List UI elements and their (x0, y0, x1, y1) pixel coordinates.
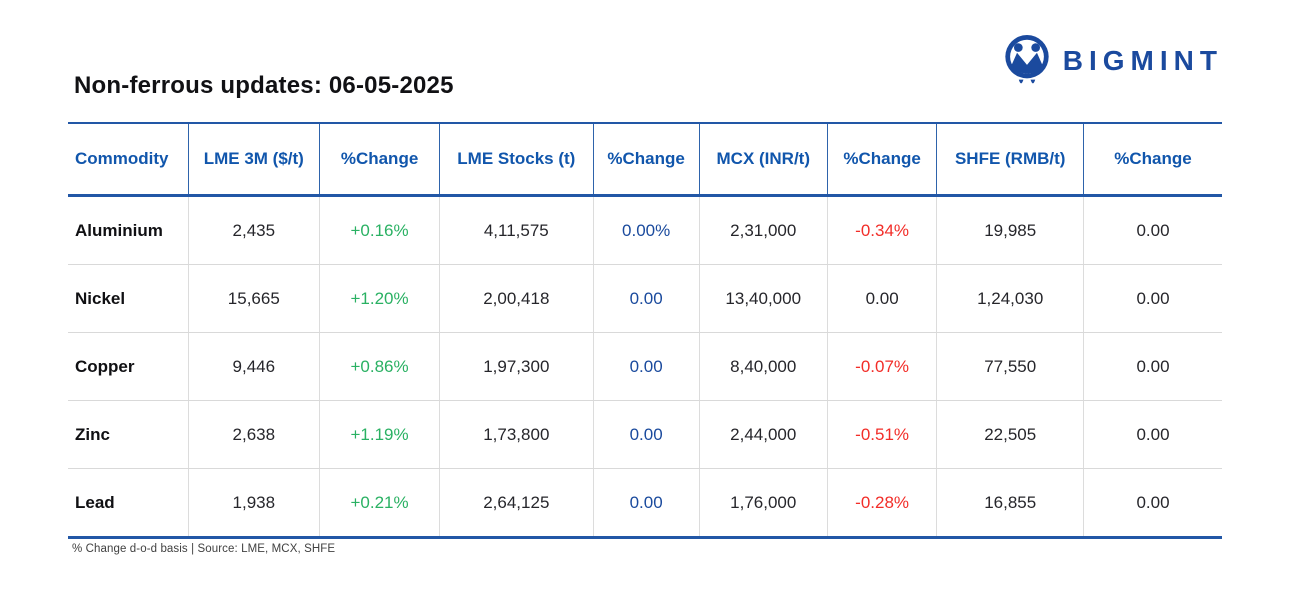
cell-commodity: Zinc (68, 400, 189, 469)
cell-lme-stocks-change: 0.00 (593, 264, 700, 333)
cell-commodity: Copper (68, 332, 189, 401)
column-header-lme-stocks: LME Stocks (t) (439, 122, 594, 197)
cell-lme-3m-change: +1.20% (319, 264, 441, 333)
cell-mcx: 2,31,000 (699, 195, 828, 265)
cell-shfe: 1,24,030 (936, 264, 1084, 333)
table-row-nickel: Nickel 15,665 +1.20% 2,00,418 0.00 13,40… (68, 264, 1222, 333)
table-row-lead: Lead 1,938 +0.21% 2,64,125 0.00 1,76,000… (68, 468, 1222, 539)
cell-shfe-change: 0.00 (1083, 468, 1222, 539)
cell-mcx: 13,40,000 (699, 264, 828, 333)
cell-lme-stocks: 4,11,575 (439, 195, 594, 265)
cell-lme-3m-change: +0.16% (319, 195, 441, 265)
cell-shfe-change: 0.00 (1083, 264, 1222, 333)
column-header-commodity: Commodity (68, 122, 189, 197)
column-header-mcx: MCX (INR/t) (699, 122, 828, 197)
cell-lme-3m-change: +0.21% (319, 468, 441, 539)
cell-lme-stocks-change: 0.00 (593, 468, 700, 539)
cell-mcx-change: -0.34% (827, 195, 938, 265)
cell-lme-3m: 2,435 (188, 195, 321, 265)
table-row-aluminium: Aluminium 2,435 +0.16% 4,11,575 0.00% 2,… (68, 195, 1222, 265)
column-header-lme-stocks-change: %Change (593, 122, 700, 197)
cell-mcx: 2,44,000 (699, 400, 828, 469)
cell-lme-3m-change: +1.19% (319, 400, 441, 469)
cell-mcx-change: -0.51% (827, 400, 938, 469)
cell-mcx-change: -0.07% (827, 332, 938, 401)
table-row-zinc: Zinc 2,638 +1.19% 1,73,800 0.00 2,44,000… (68, 400, 1222, 469)
cell-lme-stocks-change: 0.00 (593, 400, 700, 469)
cell-shfe-change: 0.00 (1083, 195, 1222, 265)
cell-mcx: 1,76,000 (699, 468, 828, 539)
cell-mcx-change: -0.28% (827, 468, 938, 539)
table-row-copper: Copper 9,446 +0.86% 1,97,300 0.00 8,40,0… (68, 332, 1222, 401)
column-header-mcx-change: %Change (827, 122, 938, 197)
cell-commodity: Lead (68, 468, 189, 539)
column-header-shfe: SHFE (RMB/t) (936, 122, 1084, 197)
cell-lme-stocks: 1,97,300 (439, 332, 594, 401)
cell-lme-3m: 2,638 (188, 400, 321, 469)
cell-shfe: 16,855 (936, 468, 1084, 539)
cell-lme-stocks-change: 0.00% (593, 195, 700, 265)
brand-name: BIGMINT (1062, 45, 1223, 76)
cell-mcx: 8,40,000 (699, 332, 828, 401)
cell-lme-3m: 9,446 (188, 332, 321, 401)
column-header-lme-3m: LME 3M ($/t) (188, 122, 321, 197)
page-title: Non-ferrous updates: 06-05-2025 (74, 72, 454, 99)
cell-commodity: Aluminium (68, 195, 189, 265)
cell-lme-3m: 1,938 (188, 468, 321, 539)
cell-lme-3m: 15,665 (188, 264, 321, 333)
cell-shfe-change: 0.00 (1083, 400, 1222, 469)
cell-shfe: 19,985 (936, 195, 1084, 265)
column-header-lme-3m-change: %Change (319, 122, 441, 197)
commodity-table-container: Commodity LME 3M ($/t) %Change LME Stock… (68, 122, 1222, 539)
cell-shfe: 22,505 (936, 400, 1084, 469)
cell-shfe: 77,550 (936, 332, 1084, 401)
cell-lme-stocks: 1,73,800 (439, 400, 594, 469)
cell-lme-3m-change: +0.86% (319, 332, 441, 401)
commodity-table: Commodity LME 3M ($/t) %Change LME Stock… (68, 122, 1222, 539)
cell-lme-stocks: 2,64,125 (439, 468, 594, 539)
column-header-shfe-change: %Change (1083, 122, 1222, 197)
cell-shfe-change: 0.00 (1083, 332, 1222, 401)
cell-lme-stocks: 2,00,418 (439, 264, 594, 333)
cell-mcx-change: 0.00 (827, 264, 938, 333)
cell-commodity: Nickel (68, 264, 189, 333)
source-footnote: % Change d-o-d basis | Source: LME, MCX,… (72, 543, 336, 555)
brand-logo: BIGMINT (1001, 32, 1223, 90)
bigmint-icon (1001, 32, 1053, 90)
cell-lme-stocks-change: 0.00 (593, 332, 700, 401)
header-row: Commodity LME 3M ($/t) %Change LME Stock… (68, 122, 1222, 197)
